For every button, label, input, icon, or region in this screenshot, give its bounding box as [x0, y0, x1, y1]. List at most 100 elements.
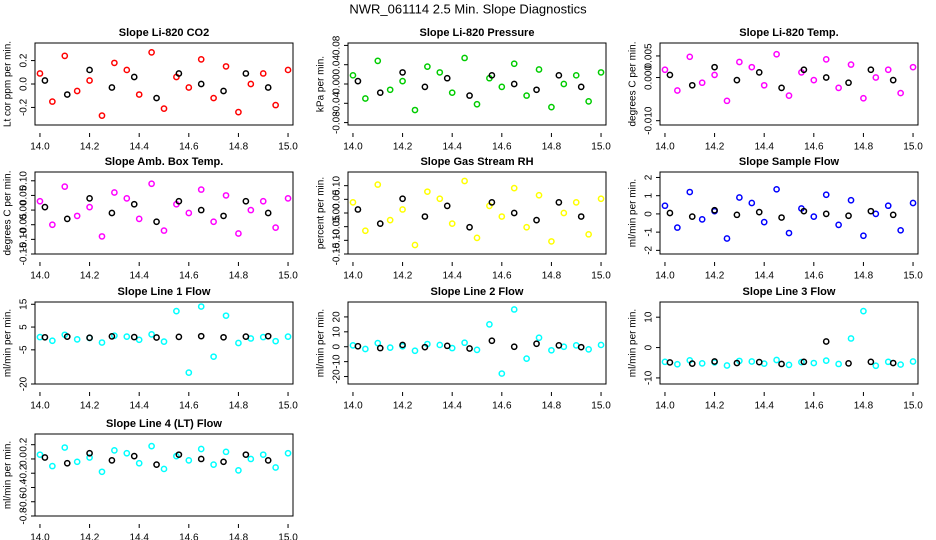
point	[284, 333, 292, 340]
point	[736, 194, 743, 201]
point	[688, 213, 696, 220]
point	[130, 200, 138, 208]
point	[666, 71, 674, 79]
point	[61, 444, 69, 451]
point	[688, 81, 696, 89]
point	[49, 221, 56, 229]
x-tick-label: 14.8	[229, 142, 249, 153]
point	[548, 346, 555, 354]
y-tick-label: 1	[644, 192, 655, 198]
point	[835, 360, 842, 368]
point	[61, 183, 69, 190]
point	[711, 358, 718, 365]
panel-title: Slope Li-820 Pressure	[420, 27, 535, 39]
point	[523, 92, 530, 99]
point	[259, 70, 267, 77]
x-tick-label: 14.8	[854, 401, 874, 412]
point	[86, 77, 93, 84]
point	[800, 66, 808, 74]
y-tick-label: 0.005	[644, 43, 655, 68]
point	[510, 60, 518, 68]
y-tick-label: 0.0	[19, 452, 30, 466]
point	[822, 338, 830, 345]
y-tick-label: -0.10	[19, 228, 30, 251]
y-tick-label: -10	[644, 370, 655, 385]
y-tick-label: -0.10	[332, 229, 343, 252]
y-axis-label: ml/min per min.	[316, 309, 327, 377]
point	[798, 358, 805, 366]
point	[424, 63, 431, 70]
point	[130, 333, 138, 341]
point	[436, 195, 444, 203]
point	[698, 216, 706, 223]
x-tick-label: 15.0	[903, 271, 923, 282]
point	[220, 212, 227, 220]
point	[242, 70, 250, 77]
point	[160, 105, 168, 112]
panel-title: Slope Line 2 Flow	[431, 286, 524, 298]
point	[247, 455, 255, 463]
point	[108, 84, 116, 91]
point	[148, 180, 155, 188]
point	[760, 81, 768, 89]
point	[436, 341, 444, 349]
x-tick-label: 14.8	[542, 271, 562, 282]
point	[411, 241, 419, 249]
point	[284, 449, 292, 457]
x-tick-label: 14.8	[229, 401, 249, 412]
panel-title: Slope Li-820 CO2	[119, 27, 209, 39]
point	[748, 199, 756, 207]
point	[585, 230, 592, 238]
figure-title: NWR_061114 2.5 Min. Slope Diagnostics	[349, 1, 587, 16]
panel-title: Slope Sample Flow	[739, 156, 840, 168]
point	[884, 66, 892, 74]
point	[448, 220, 456, 228]
y-tick-label: -0.4	[19, 478, 30, 496]
point	[533, 86, 540, 94]
point	[185, 84, 193, 91]
point	[872, 74, 880, 81]
y-tick-label: 0.05	[332, 189, 343, 209]
plot-box	[347, 301, 607, 385]
point	[535, 334, 543, 342]
x-tick-label: 15.0	[278, 533, 298, 540]
point	[773, 356, 780, 364]
point	[773, 50, 780, 58]
point	[73, 336, 81, 343]
point	[175, 451, 183, 459]
point	[41, 333, 49, 341]
point	[376, 89, 384, 97]
point	[461, 339, 468, 347]
point	[264, 457, 272, 464]
x-tick-label: 14.6	[804, 401, 824, 412]
x-tick-label: 14.6	[179, 271, 199, 282]
point	[421, 83, 429, 91]
panel-title: Slope Gas Stream RH	[420, 156, 533, 168]
point	[748, 63, 756, 71]
point	[220, 87, 227, 95]
point	[661, 202, 669, 210]
point	[443, 202, 451, 210]
point	[259, 197, 267, 205]
point	[49, 337, 56, 345]
point	[160, 338, 168, 345]
point	[235, 467, 242, 474]
point	[173, 307, 180, 315]
point	[242, 197, 250, 205]
point	[123, 449, 131, 457]
point	[272, 224, 279, 231]
point	[535, 66, 543, 73]
point	[374, 57, 382, 65]
y-tick-label: 15	[19, 298, 30, 310]
point	[872, 362, 880, 370]
point	[148, 49, 155, 56]
y-tick-label: 0.08	[332, 35, 343, 55]
x-tick-label: 14.4	[129, 271, 149, 282]
y-tick-label: 10	[644, 311, 655, 323]
y-tick-label: 0.000	[644, 65, 655, 90]
point	[535, 191, 543, 199]
point	[510, 209, 518, 217]
x-tick-label: 14.4	[754, 271, 774, 282]
point	[49, 462, 56, 470]
